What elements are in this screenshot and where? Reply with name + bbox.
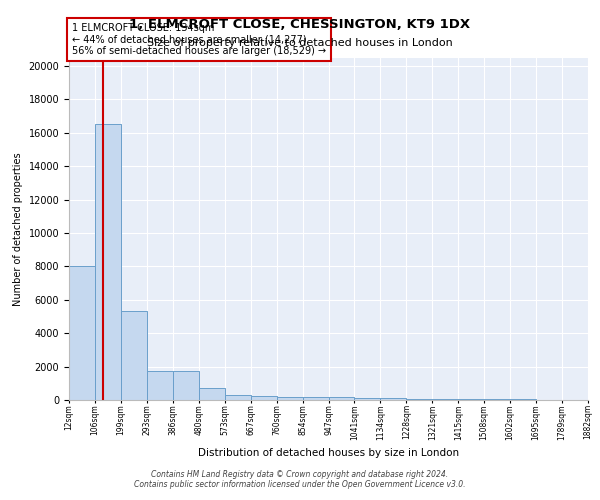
Text: Size of property relative to detached houses in London: Size of property relative to detached ho… (147, 38, 453, 48)
Bar (147, 371, 173, 400)
X-axis label: Distribution of detached houses by size in London: Distribution of detached houses by size … (198, 448, 459, 458)
Bar (406, 398, 432, 400)
Bar (355, 398, 380, 400)
Text: 1, ELMCROFT CLOSE, CHESSINGTON, KT9 1DX: 1, ELMCROFT CLOSE, CHESSINGTON, KT9 1DX (130, 18, 470, 30)
Bar (69, 266, 95, 400)
Bar (433, 399, 458, 400)
Bar (302, 397, 329, 400)
Bar (329, 398, 355, 400)
Text: 1 ELMCROFT CLOSE: 134sqm
← 44% of detached houses are smaller (14,277)
56% of se: 1 ELMCROFT CLOSE: 134sqm ← 44% of detach… (71, 22, 326, 56)
Bar (95, 124, 121, 400)
Bar (251, 396, 277, 400)
Bar (277, 396, 302, 400)
Bar (199, 388, 224, 400)
Bar (173, 371, 199, 400)
Bar (121, 312, 147, 400)
Bar (380, 398, 406, 400)
Y-axis label: Number of detached properties: Number of detached properties (13, 152, 23, 306)
Bar (458, 399, 484, 400)
Bar (225, 395, 251, 400)
Text: Contains HM Land Registry data © Crown copyright and database right 2024.
Contai: Contains HM Land Registry data © Crown c… (134, 470, 466, 489)
